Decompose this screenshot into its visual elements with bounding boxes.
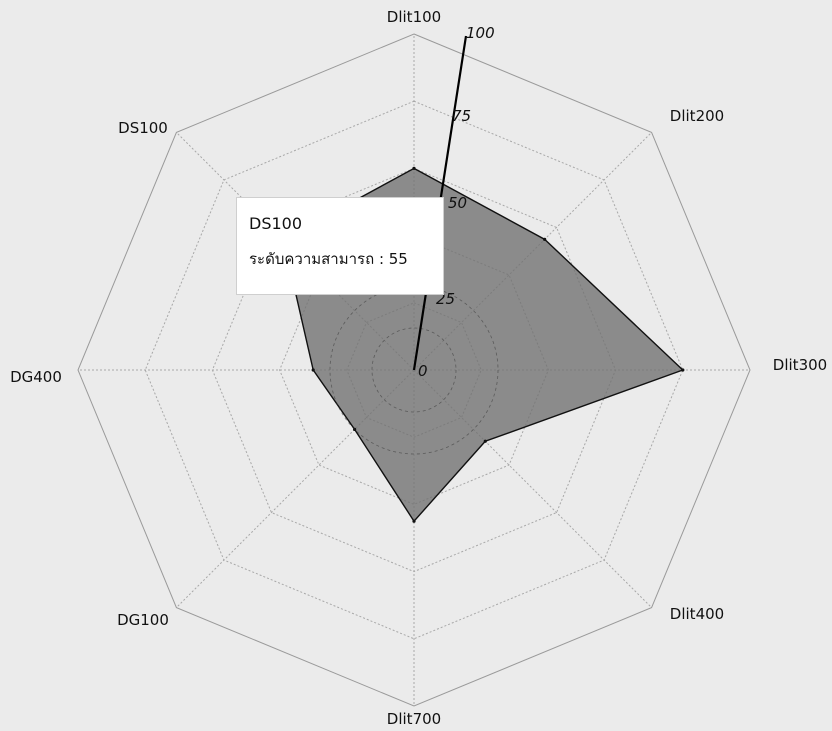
data-point-dg400 — [311, 368, 315, 372]
tick-label-75: 75 — [452, 107, 471, 125]
tick-label-100: 100 — [466, 24, 495, 42]
axis-label-ds100: DS100 — [118, 119, 168, 137]
tooltip-title: DS100 — [249, 214, 303, 233]
axis-label-dlit300: Dlit300 — [773, 356, 827, 374]
data-point-dlit400 — [483, 439, 487, 443]
data-point-dlit200 — [543, 237, 547, 241]
axis-label-dg400: DG400 — [10, 368, 62, 386]
data-point-dlit300 — [681, 368, 685, 372]
inner-scale-circle-2 — [329, 285, 499, 455]
tick-label-50: 50 — [448, 194, 467, 212]
grid-outer-ring — [77, 33, 751, 707]
axis-label-dg100: DG100 — [117, 611, 169, 629]
tooltip-separator: : — [374, 250, 389, 268]
axis-label-dlit700: Dlit700 — [387, 710, 441, 728]
tooltip-value: 55 — [388, 250, 408, 268]
tick-label-0: 0 — [418, 362, 428, 380]
axis-label-dlit100: Dlit100 — [387, 8, 441, 26]
data-tooltip: DS100 ระดับความสามารถ : 55 — [236, 197, 444, 295]
tooltip-label: ระดับความสามารถ — [249, 250, 375, 268]
inner-scale-circle-1 — [371, 327, 457, 413]
data-point-dlit100 — [412, 166, 416, 170]
axis-label-dlit400: Dlit400 — [670, 605, 724, 623]
axis-label-dlit200: Dlit200 — [670, 107, 724, 125]
tooltip-row: ระดับความสามารถ : 55 — [249, 247, 431, 271]
data-point-dlit700 — [412, 519, 416, 523]
